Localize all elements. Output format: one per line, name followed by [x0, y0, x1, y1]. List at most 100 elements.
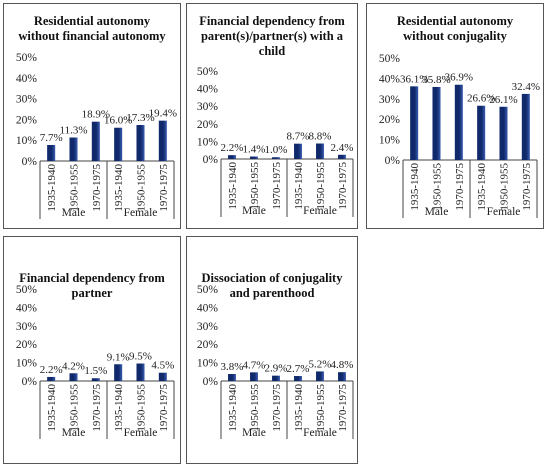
data-label: 8.8%: [309, 131, 332, 143]
data-label: 32.4%: [512, 81, 540, 93]
bar: [294, 143, 302, 159]
data-label: 1.0%: [265, 144, 288, 156]
chart-panel-residential-autonomy-without-conjugality: Residential autonomy without conjugality…: [366, 3, 544, 229]
x-tick-label: 1935-1940: [46, 164, 58, 212]
chart-title: Residential autonomy without conjugality: [371, 14, 539, 44]
y-tick-label: 20%: [16, 114, 38, 126]
bar: [272, 375, 280, 381]
bar: [338, 372, 346, 381]
data-label: 8.7%: [287, 131, 310, 143]
chart-title-line-1: Financial dependency from: [19, 271, 165, 285]
y-tick-label: 10%: [197, 358, 219, 370]
y-tick-label: 40%: [16, 73, 38, 85]
group-label: Female: [124, 427, 158, 439]
bar: [47, 144, 56, 161]
y-tick-label: 50%: [16, 52, 38, 64]
y-tick-label: 30%: [197, 321, 219, 333]
x-tick-label: 1970-1975: [91, 384, 103, 432]
chart-panel-financial-dependency-parents-partners-with-child: Financial dependency from parent(s)/part…: [186, 3, 358, 229]
data-label: 35.8%: [422, 74, 450, 86]
bar: [454, 84, 463, 160]
y-tick-label: 0%: [22, 376, 38, 388]
data-label: 11.3%: [59, 125, 87, 137]
y-tick-label: 0%: [203, 376, 219, 388]
chart-title: Financial dependency from partner: [8, 271, 176, 301]
bar: [158, 372, 167, 381]
bar: [228, 155, 236, 159]
x-tick-label: 1970-1975: [158, 384, 170, 432]
chart-panel-financial-dependency-from-partner: Financial dependency from partner 0% 10% 2…: [3, 236, 181, 464]
bar: [136, 125, 145, 161]
data-label: 16.0%: [104, 115, 132, 127]
chart-title-line-2: without conjugality: [403, 29, 507, 43]
data-label: 7.7%: [40, 132, 63, 144]
bar: [114, 364, 123, 381]
bar: [136, 363, 145, 381]
x-tick-label: 1950-1955: [315, 162, 327, 210]
x-tick-label: 1950-1955: [136, 164, 148, 212]
y-tick-label: 0%: [22, 156, 38, 168]
y-tick-label: 40%: [16, 302, 38, 314]
data-label: 36.1%: [400, 73, 428, 85]
data-label: 4.5%: [151, 360, 174, 372]
y-tick-label: 40%: [197, 302, 219, 314]
y-tick-label: 10%: [197, 136, 219, 148]
bar: [91, 121, 100, 161]
data-label: 2.2%: [221, 142, 244, 154]
chart-title-line-2: and parenthood: [229, 286, 315, 300]
data-label: 2.9%: [265, 363, 288, 375]
x-tick-label: 1935-1940: [476, 163, 488, 211]
x-tick-label: 1950-1955: [499, 163, 511, 211]
bar: [499, 106, 508, 160]
x-tick-label: 1950-1955: [249, 384, 261, 432]
bar-chart-svg: 0% 10% 20% 30% 40% 50% 3.8% 4.7% 2.9% 2.7% 5.2% 4.8…: [197, 284, 354, 439]
bar: [114, 127, 123, 161]
bar: [338, 154, 346, 159]
bar: [250, 372, 258, 381]
y-tick-label: 30%: [379, 94, 401, 106]
x-tick-label: 1935-1940: [227, 162, 239, 210]
group-label: Male: [242, 205, 266, 217]
x-tick-label: 1935-1940: [113, 384, 125, 432]
data-label: 1.5%: [84, 365, 107, 377]
chart-title-line-3: child: [258, 44, 286, 58]
y-tick-label: 10%: [379, 135, 401, 147]
x-tick-label: 1950-1955: [136, 384, 148, 432]
y-tick-label: 30%: [197, 101, 219, 113]
bar: [432, 86, 441, 160]
data-label: 3.8%: [221, 361, 244, 373]
bar: [316, 371, 324, 381]
x-tick-label: 1970-1975: [454, 163, 466, 211]
y-tick-label: 40%: [197, 84, 219, 96]
x-tick-label: 1935-1940: [113, 164, 125, 212]
x-tick-label: 1970-1975: [91, 164, 103, 212]
x-tick-label: 1950-1955: [69, 384, 81, 432]
x-tick-label: 1970-1975: [271, 162, 283, 210]
y-tick-label: 50%: [379, 53, 401, 65]
bar: [294, 376, 302, 381]
bar: [228, 374, 236, 381]
data-label: 9.1%: [107, 351, 130, 363]
chart-title-line-2: parent(s)/partner(s) with a: [200, 29, 344, 43]
data-label: 17.3%: [126, 112, 154, 124]
x-tick-label: 1970-1975: [271, 384, 283, 432]
group-label: Male: [425, 206, 449, 218]
x-tick-label: 1970-1975: [337, 162, 349, 210]
bar-chart-svg: 0% 10% 20% 30% 40% 50% 2.2% 4.2% 1.5%9.1% 9.5%4.5…: [16, 284, 175, 439]
data-label: 1.4%: [243, 144, 266, 156]
chart-title-line-1: Financial dependency from: [199, 14, 345, 28]
chart-panel-dissociation-conjugality-parenthood: Dissociation of conjugality and parentho…: [186, 236, 358, 464]
x-tick-label: 1950-1955: [249, 162, 261, 210]
y-tick-label: 0%: [203, 154, 219, 166]
bar: [47, 376, 56, 381]
bar: [272, 157, 280, 159]
x-tick-label: 1935-1940: [409, 163, 421, 211]
data-label: 36.9%: [445, 72, 473, 84]
group-label: Male: [62, 427, 86, 439]
x-tick-label: 1935-1940: [46, 384, 58, 432]
y-tick-label: 10%: [16, 135, 38, 147]
x-tick-label: 1950-1955: [432, 163, 444, 211]
bar-chart-svg: 0% 10% 20% 30% 40% 50% 36.1%35.8%36.9% 26.6%26.…: [379, 53, 540, 218]
chart-title: Financial dependency from parent(s)/part…: [191, 14, 353, 59]
x-tick-label: 1935-1940: [293, 162, 305, 210]
